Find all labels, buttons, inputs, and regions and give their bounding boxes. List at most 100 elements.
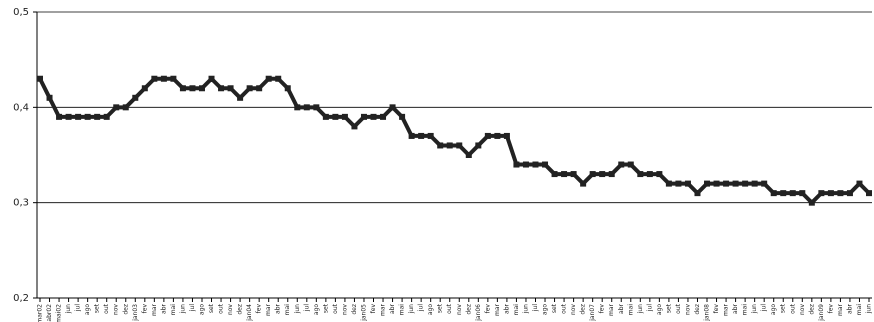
data-line (38, 76, 871, 205)
x-tick-label: jun (522, 304, 529, 314)
point-marker (303, 104, 310, 111)
point-marker (475, 142, 482, 149)
x-tick-label: mar (265, 303, 272, 316)
x-tick-label: mar (151, 303, 158, 316)
point-marker (275, 75, 282, 82)
point-marker (589, 171, 596, 178)
point-marker (208, 75, 215, 82)
x-tick-label: jan08 (704, 304, 711, 322)
x-tick-label: jul (761, 304, 768, 312)
point-marker (37, 75, 43, 82)
x-tick-label: dez (351, 304, 358, 315)
x-tick-label: abr (732, 303, 739, 313)
point-marker (418, 132, 425, 139)
point-marker (408, 132, 415, 139)
point-marker (846, 190, 853, 197)
x-tick-label: nov (684, 304, 691, 315)
x-tick-label: abr (846, 303, 853, 313)
x-tick-label: fev (713, 304, 720, 314)
x-tick-label: nov (799, 304, 806, 315)
x-tick-label: jun (637, 304, 644, 314)
point-marker (656, 171, 663, 178)
x-tick-label: abr (389, 303, 396, 313)
point-marker (608, 171, 615, 178)
x-tick-label: nov (227, 304, 234, 315)
x-tick-label: abr02 (46, 304, 53, 322)
x-tick-label: nov (456, 304, 463, 315)
point-marker (704, 180, 711, 187)
x-tick-label: ago (427, 304, 434, 315)
x-tick-label: mai (627, 304, 634, 316)
y-tick-label: 0,3 (13, 198, 29, 209)
x-tick-label: dez (122, 304, 129, 315)
x-tick-label: jul (532, 304, 539, 312)
point-marker (780, 190, 787, 197)
point-marker (456, 142, 463, 149)
point-marker (189, 85, 196, 92)
x-tick-label: mar (494, 303, 501, 316)
point-marker (437, 142, 444, 149)
x-tick-label: jan06 (475, 304, 482, 322)
point-marker (313, 104, 320, 111)
point-marker (265, 75, 272, 82)
point-marker (160, 75, 167, 82)
x-tick-label: mar (723, 303, 730, 316)
point-marker (837, 190, 844, 197)
x-tick-label: jun (408, 304, 415, 314)
point-marker (446, 142, 453, 149)
point-marker (399, 113, 406, 120)
x-tick-label: ago (770, 304, 777, 315)
x-tick-label: jan09 (818, 304, 825, 322)
point-marker (618, 161, 625, 168)
x-tick-label: jan03 (132, 304, 139, 322)
x-tick-label: set (208, 303, 215, 313)
x-tick-label: jul (418, 304, 425, 312)
x-tick-label: mai (513, 304, 520, 316)
x-tick-label: mai (856, 304, 863, 316)
point-marker (246, 85, 253, 92)
x-tick-label: dez (808, 304, 815, 315)
x-tick-label: jan07 (589, 304, 596, 322)
point-marker (341, 113, 348, 120)
point-marker (113, 104, 120, 111)
x-tick-label: mai (170, 304, 177, 316)
point-marker (380, 113, 387, 120)
point-marker (723, 180, 730, 187)
x-tick-label: mar (380, 303, 387, 316)
x-tick-label: mai02 (56, 304, 63, 322)
x-tick-label: mai (742, 304, 749, 316)
point-marker (761, 180, 768, 187)
x-tick-label: mai (284, 304, 291, 316)
point-marker (237, 94, 244, 101)
point-marker (751, 180, 758, 187)
x-tick-label: ago (198, 304, 205, 315)
point-marker (503, 132, 510, 139)
point-marker (732, 180, 739, 187)
point-marker (284, 85, 291, 92)
x-tick-label: nov (570, 304, 577, 315)
x-tick-label: mai (399, 304, 406, 316)
point-marker (198, 85, 205, 92)
point-marker (56, 113, 63, 120)
point-marker (75, 113, 82, 120)
x-tick-label: jul (646, 304, 653, 312)
point-marker (742, 180, 749, 187)
x-tick-label: set (665, 303, 672, 313)
point-marker (370, 113, 377, 120)
point-marker (227, 85, 234, 92)
x-tick-label: fev (141, 304, 148, 314)
point-marker (694, 190, 701, 197)
point-marker (484, 132, 491, 139)
x-tick-label: dez (580, 304, 587, 315)
x-tick-label: jun (751, 304, 758, 314)
point-marker (561, 171, 568, 178)
x-tick-label: fev (599, 304, 606, 314)
point-marker (866, 190, 872, 197)
point-marker (713, 180, 720, 187)
x-tick-label: jan04 (246, 304, 253, 322)
x-tick-label: out (332, 303, 339, 313)
point-marker (570, 171, 577, 178)
point-marker (427, 132, 434, 139)
point-marker (170, 75, 177, 82)
